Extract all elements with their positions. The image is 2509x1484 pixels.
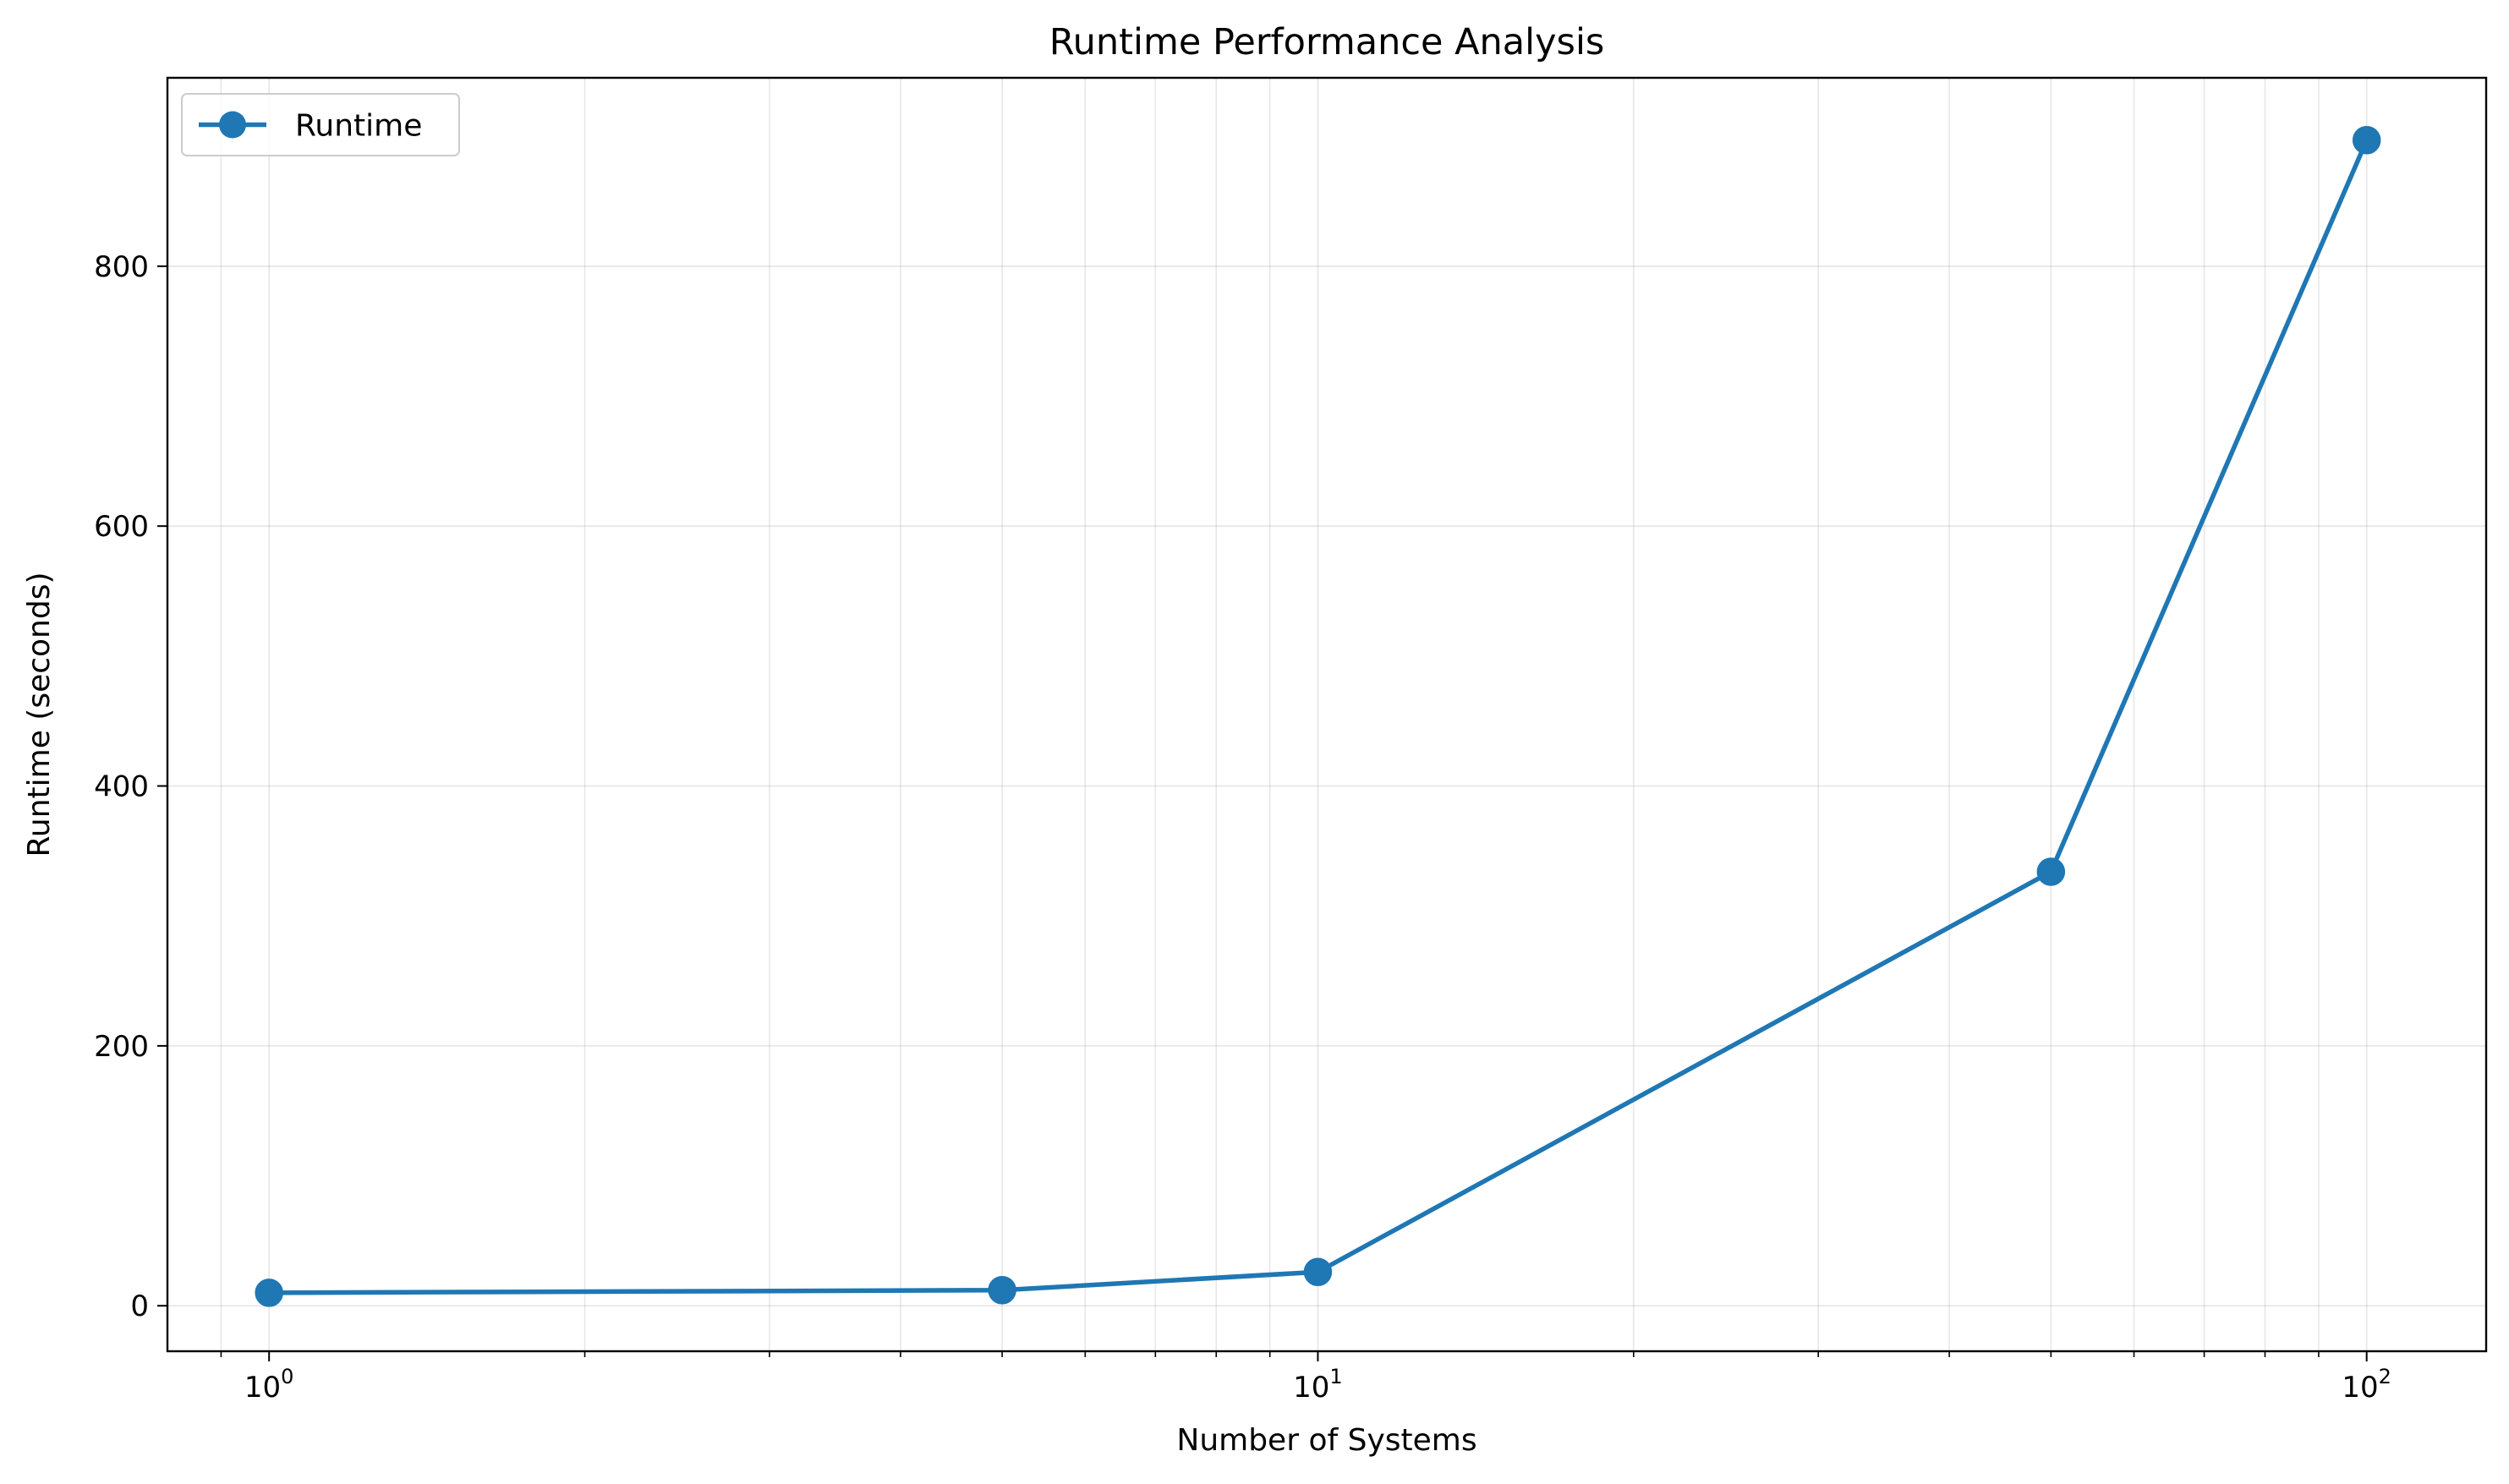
- legend-label: Runtime: [295, 109, 422, 144]
- grid-lines: [167, 78, 2486, 1351]
- y-tick-label: 200: [94, 1030, 149, 1064]
- data-point: [1303, 1257, 1333, 1287]
- y-axis: 0 200 400 600 800: [94, 250, 167, 1323]
- y-tick-label: 800: [94, 250, 149, 284]
- y-tick-label: 400: [94, 770, 149, 804]
- y-tick-label: 600: [94, 510, 149, 544]
- chart-title: Runtime Performance Analysis: [1049, 21, 1605, 63]
- x-axis-label: Number of Systems: [1176, 1423, 1476, 1458]
- y-axis-label: Runtime (seconds): [22, 572, 57, 857]
- x-tick-label: 102: [2342, 1365, 2391, 1405]
- data-point: [2352, 126, 2381, 155]
- y-tick-label: 0: [130, 1290, 149, 1323]
- data-point: [2036, 857, 2066, 886]
- x-tick-label: 101: [1293, 1365, 1343, 1405]
- legend-box: [181, 93, 460, 156]
- x-tick-label: 100: [244, 1365, 294, 1405]
- legend-marker: [219, 111, 246, 139]
- data-point: [255, 1279, 283, 1307]
- x-axis: 100 101 102: [220, 1351, 2391, 1405]
- legend: Runtime: [181, 93, 460, 156]
- series-layer: [255, 126, 2381, 1307]
- plot-frame: [166, 76, 2488, 1353]
- data-point: [988, 1276, 1016, 1305]
